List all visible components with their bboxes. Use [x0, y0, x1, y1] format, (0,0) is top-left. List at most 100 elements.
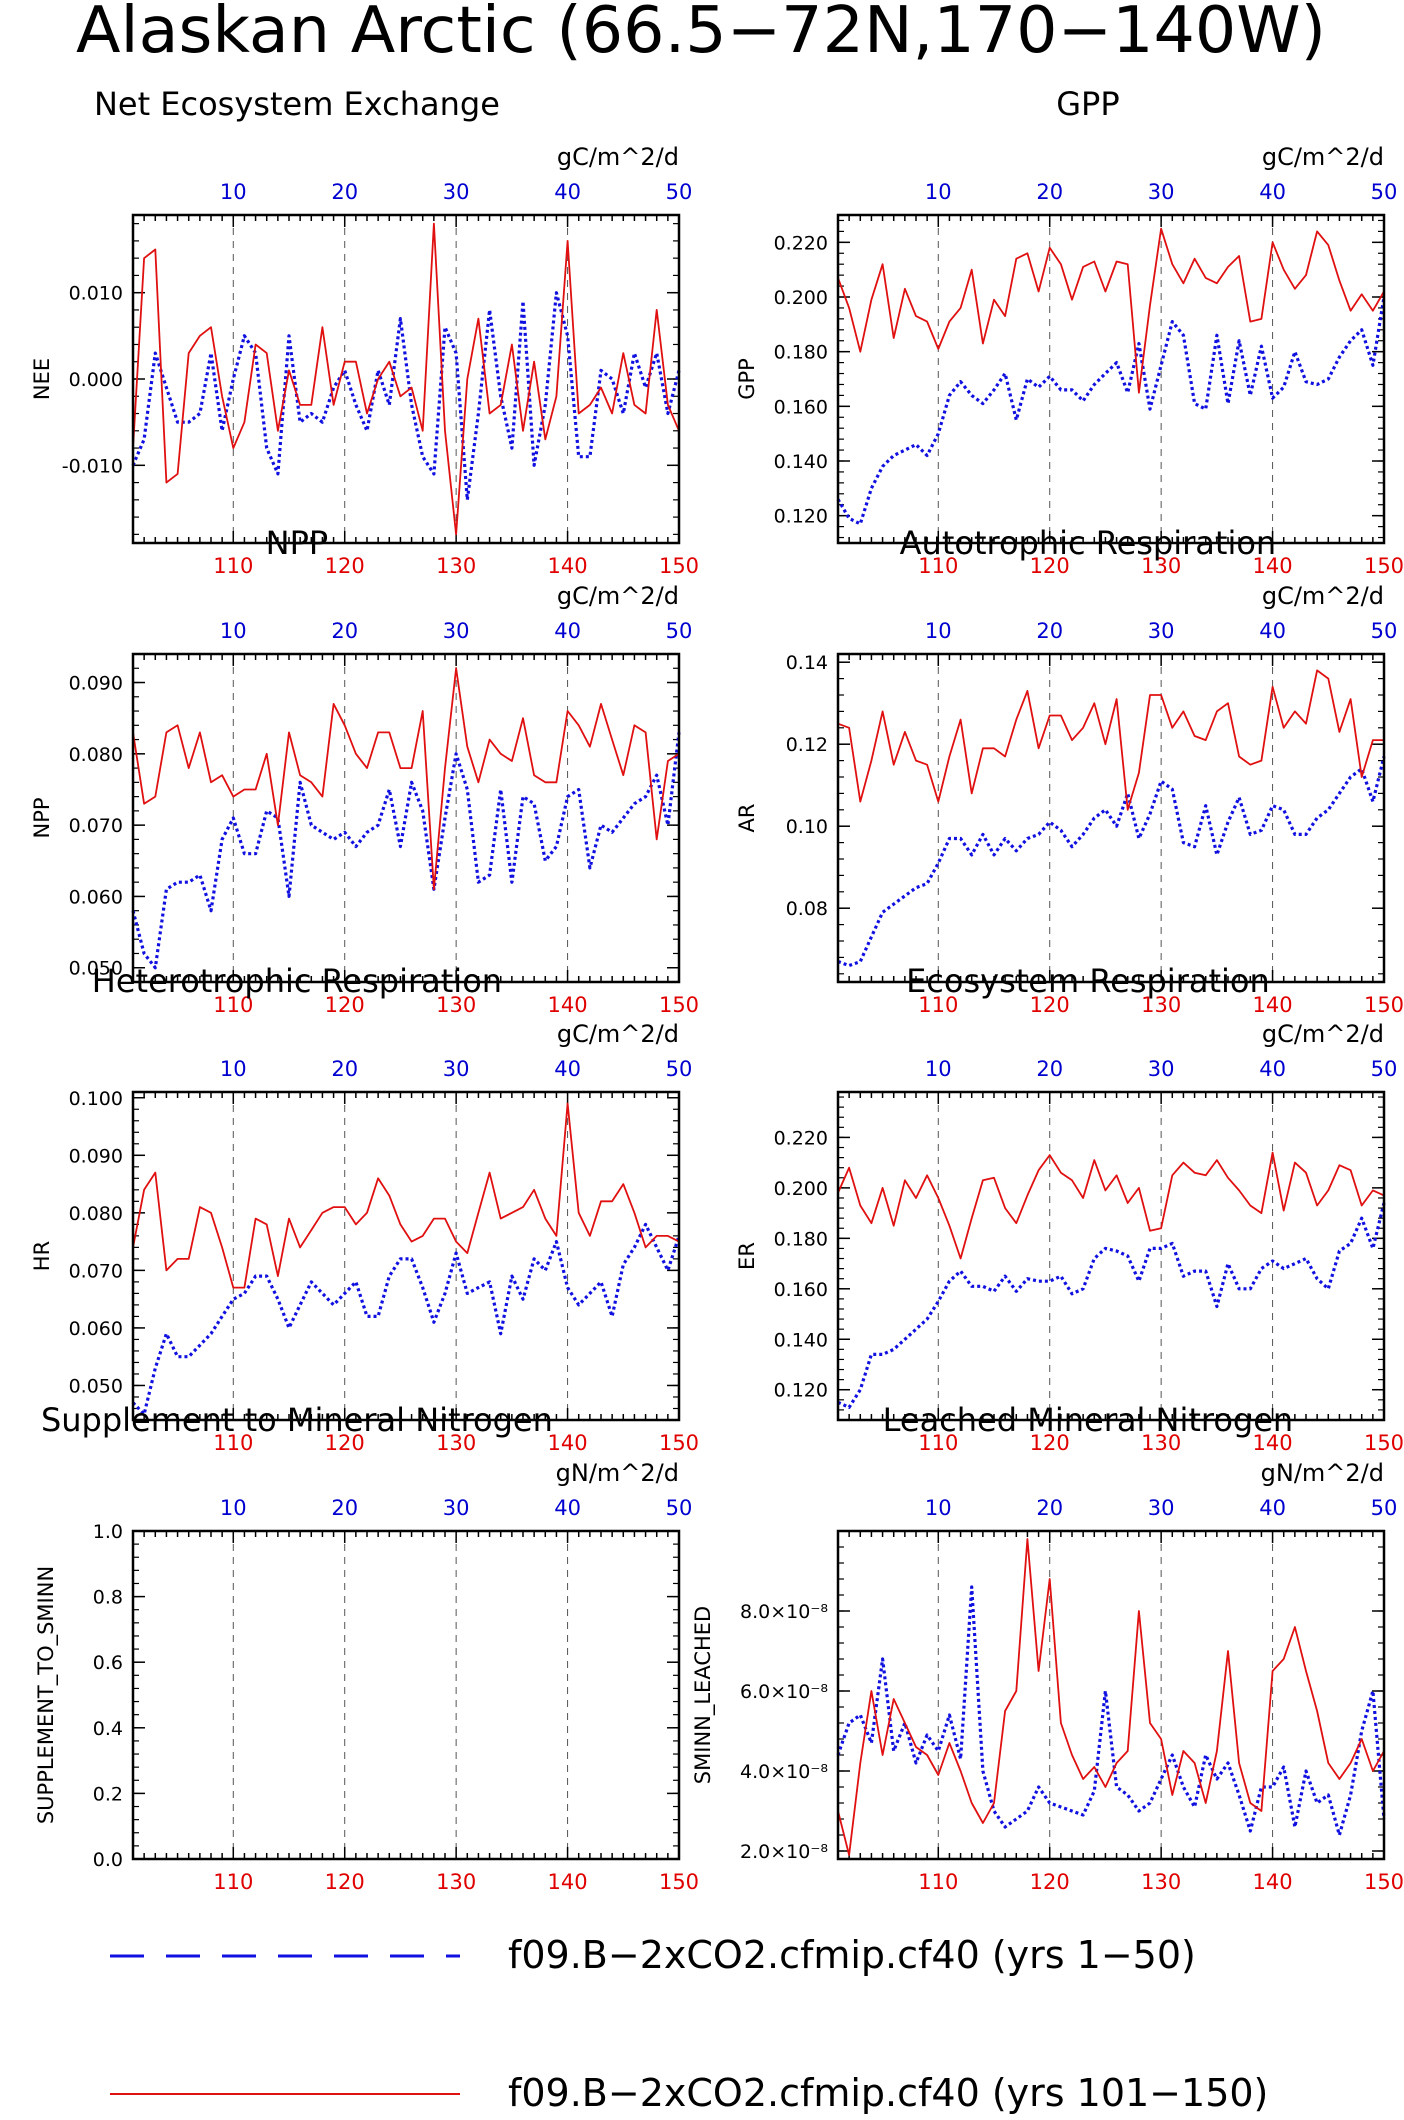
y-tick-label: 0.6 [93, 1652, 123, 1674]
x-tick-label-bottom: 140 [548, 993, 588, 1017]
plot-frame [131, 1529, 681, 1861]
y-tick-label: 0.0 [93, 1849, 123, 1871]
y-tick-label: 0.220 [774, 1127, 828, 1149]
x-tick-label-bottom: 110 [213, 993, 253, 1017]
y-tick-label: 1.0 [93, 1521, 123, 1543]
y-tick-label: 2.0×10⁻⁸ [740, 1841, 828, 1863]
x-tick-label-top: 40 [1259, 1496, 1286, 1520]
x-tick-label-bottom: 110 [918, 1431, 958, 1455]
plot-frame [131, 652, 681, 984]
y-axis-label: ER [735, 1242, 759, 1270]
x-tick-label-top: 50 [666, 1057, 693, 1081]
x-tick-label-bottom: 130 [436, 1431, 476, 1455]
x-tick-label-bottom: 120 [325, 993, 365, 1017]
series-line-yrs-1-50 [836, 296, 1386, 526]
x-tick-label-bottom: 150 [1364, 1870, 1404, 1894]
y-tick-label: 0.060 [69, 886, 123, 908]
x-tick-label-top: 20 [1036, 1057, 1063, 1081]
x-tick-label-top: 50 [666, 1496, 693, 1520]
x-tick-label-bottom: 120 [1030, 993, 1070, 1017]
chart-panel-5: Heterotrophic Respiration gC/m^2/d 110 120 1… [30, 962, 699, 1455]
x-tick-label-bottom: 110 [918, 1870, 958, 1894]
y-axis-label: SMINN_LEACHED [691, 1606, 716, 1784]
chart-panel-3: NPP gC/m^2/d 110 120 130 140 150 10 20 30 40 50 0.05… [30, 524, 699, 1017]
x-tick-label-top: 10 [220, 619, 247, 643]
units-label: gN/m^2/d [1261, 1459, 1384, 1487]
panel-grid: Net Ecosystem Exchange gC/m^2/d 110 120 130 1… [30, 85, 1404, 1894]
series-line-yrs-1-50 [131, 1222, 681, 1416]
x-tick-label-top: 40 [554, 619, 581, 643]
x-tick-label-bottom: 140 [548, 1870, 588, 1894]
plot-frame [131, 1090, 681, 1422]
x-tick-label-bottom: 110 [918, 993, 958, 1017]
units-label: gC/m^2/d [557, 1020, 679, 1048]
x-tick-label-bottom: 140 [1253, 993, 1293, 1017]
x-tick-label-bottom: 140 [1253, 554, 1293, 578]
x-tick-label-top: 40 [554, 1057, 581, 1081]
x-tick-label-top: 20 [331, 619, 358, 643]
y-tick-label: 4.0×10⁻⁸ [740, 1761, 828, 1783]
y-tick-label: 0.180 [774, 1228, 828, 1250]
y-tick-label: 0.12 [786, 734, 828, 756]
x-tick-label-bottom: 110 [213, 1870, 253, 1894]
y-tick-label: 0.080 [69, 744, 123, 766]
x-tick-label-top: 50 [1371, 180, 1398, 204]
y-tick-label: 0.080 [69, 1203, 123, 1225]
y-tick-label: 0.2 [93, 1783, 123, 1805]
y-tick-label: 0.050 [69, 958, 123, 980]
x-tick-label-bottom: 140 [548, 1431, 588, 1455]
x-tick-label-bottom: 130 [1141, 554, 1181, 578]
x-tick-label-top: 20 [331, 1496, 358, 1520]
x-tick-label-bottom: 150 [659, 993, 699, 1017]
x-tick-label-top: 40 [1259, 619, 1286, 643]
figure-title: Alaskan Arctic (66.5−72N,170−140W) [76, 0, 1326, 68]
x-tick-label-top: 40 [554, 1496, 581, 1520]
x-tick-label-top: 20 [331, 180, 358, 204]
x-tick-label-top: 20 [1036, 1496, 1063, 1520]
x-tick-label-top: 50 [1371, 619, 1398, 643]
series-line-yrs-1-50 [837, 1202, 1386, 1410]
x-tick-label-bottom: 130 [1141, 1870, 1181, 1894]
y-tick-label: 0.140 [774, 1329, 828, 1351]
y-axis-label: SUPPLEMENT_TO_SMINN [34, 1566, 59, 1824]
series-line-yrs-101-150 [132, 1102, 680, 1289]
x-tick-label-bottom: 130 [436, 1870, 476, 1894]
series-line-yrs-1-50 [836, 1585, 1386, 1837]
x-tick-label-bottom: 150 [659, 554, 699, 578]
x-tick-label-bottom: 120 [325, 1431, 365, 1455]
y-tick-label: -0.010 [62, 455, 123, 477]
x-tick-label-top: 10 [925, 1057, 952, 1081]
units-label: gC/m^2/d [557, 143, 679, 171]
y-tick-label: 8.0×10⁻⁸ [740, 1601, 828, 1623]
x-tick-label-top: 10 [220, 180, 247, 204]
panel-title: Supplement to Mineral Nitrogen [41, 1401, 553, 1439]
x-tick-label-top: 20 [1036, 619, 1063, 643]
legend: f09.B−2xCO2.cfmip.cf40 (yrs 1−50) f09.B−… [110, 1933, 1268, 2115]
y-tick-label: 0.220 [774, 232, 828, 254]
y-axis-label: GPP [735, 358, 759, 400]
plot-frame [836, 652, 1386, 984]
x-tick-label-top: 50 [1371, 1057, 1398, 1081]
x-tick-label-top: 40 [1259, 180, 1286, 204]
x-tick-label-bottom: 120 [1030, 1431, 1070, 1455]
series-line-yrs-101-150 [837, 669, 1384, 811]
x-tick-label-bottom: 130 [1141, 993, 1181, 1017]
x-tick-label-bottom: 110 [213, 1431, 253, 1455]
y-tick-label: 0.120 [774, 1380, 828, 1402]
x-tick-label-bottom: 110 [918, 554, 958, 578]
x-tick-label-bottom: 110 [213, 554, 253, 578]
x-tick-label-bottom: 130 [1141, 1431, 1181, 1455]
x-tick-label-top: 20 [1036, 180, 1063, 204]
plot-frame [836, 213, 1386, 545]
x-tick-label-bottom: 150 [1364, 554, 1404, 578]
x-tick-label-bottom: 150 [1364, 993, 1404, 1017]
x-tick-label-bottom: 150 [1364, 1431, 1404, 1455]
plot-frame [836, 1090, 1386, 1422]
x-tick-label-top: 30 [1148, 1496, 1175, 1520]
chart-panel-8: Leached Mineral Nitrogen gN/m^2/d 110 120 13… [691, 1401, 1404, 1894]
legend-label-case1: f09.B−2xCO2.cfmip.cf40 (yrs 1−50) [508, 1933, 1196, 1977]
x-tick-label-bottom: 140 [1253, 1870, 1293, 1894]
y-tick-label: 0.090 [69, 1145, 123, 1167]
x-tick-label-top: 30 [1148, 619, 1175, 643]
